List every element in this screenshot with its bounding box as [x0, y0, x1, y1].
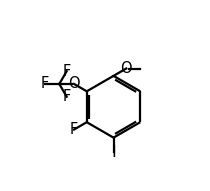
Text: I: I [111, 145, 116, 160]
Text: F: F [63, 89, 71, 104]
Text: O: O [68, 76, 80, 91]
Text: O: O [120, 61, 132, 76]
Text: F: F [70, 122, 78, 137]
Text: F: F [63, 64, 71, 79]
Text: F: F [41, 76, 49, 91]
